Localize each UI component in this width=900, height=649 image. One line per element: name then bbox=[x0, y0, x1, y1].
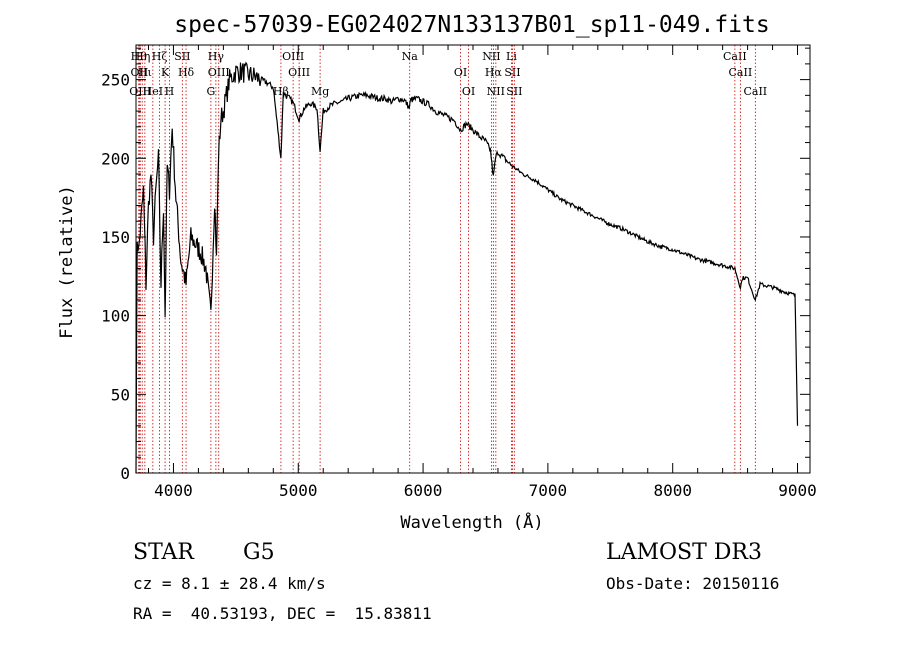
y-tick-label: 250 bbox=[101, 71, 130, 90]
line-marker-label: OII bbox=[131, 66, 149, 79]
y-axis-label: Flux (relative) bbox=[57, 185, 77, 339]
line-marker-label: Li bbox=[506, 50, 517, 63]
line-marker-label: SII bbox=[174, 50, 190, 63]
redshift-info: cz = 8.1 ± 28.4 km/s bbox=[133, 574, 326, 593]
coordinates: RA = 40.53193, DEC = 15.83811 bbox=[133, 604, 432, 623]
object-subclass: G5 bbox=[243, 540, 275, 565]
x-tick-label: 9000 bbox=[778, 481, 817, 500]
x-tick-label: 6000 bbox=[404, 481, 443, 500]
x-axis-label: Wavelength (Å) bbox=[400, 511, 543, 533]
line-marker-label: Hα bbox=[485, 66, 503, 79]
line-marker-label: CaII bbox=[743, 85, 767, 98]
plot-frame bbox=[135, 44, 811, 474]
line-marker-label: NII bbox=[482, 50, 500, 63]
line-marker-label: SII bbox=[504, 66, 520, 79]
y-tick-label: 150 bbox=[101, 228, 130, 247]
line-marker-label: OIII bbox=[282, 50, 304, 63]
line-marker-label: SII bbox=[506, 85, 522, 98]
line-marker-label: Hγ bbox=[208, 50, 225, 63]
object-class: STAR bbox=[133, 540, 194, 565]
y-tick-label: 50 bbox=[111, 385, 130, 404]
line-marker-label: Hη bbox=[134, 50, 150, 63]
line-markers: HθOIIOIIIHηHιHeIHζKHSIIHδGHγOIIIHβOIIIOI… bbox=[129, 45, 767, 473]
line-marker-label: Na bbox=[402, 50, 419, 63]
line-marker-label: Hθ bbox=[131, 50, 148, 63]
survey-name: LAMOST DR3 bbox=[606, 540, 762, 565]
y-axis: 0 50 100 150 200 250 bbox=[101, 47, 810, 483]
x-tick-label: 4000 bbox=[154, 481, 193, 500]
y-tick-label: 0 bbox=[120, 464, 130, 483]
x-tick-label: 5000 bbox=[279, 481, 318, 500]
observation-date: Obs-Date: 20150116 bbox=[606, 574, 780, 593]
line-marker-label: OI bbox=[462, 85, 475, 98]
line-marker-label: Hδ bbox=[178, 66, 195, 79]
x-tick-label: 8000 bbox=[653, 481, 692, 500]
line-marker-label: OIII bbox=[208, 66, 230, 79]
line-marker-label: K bbox=[161, 66, 170, 79]
line-marker-label: NII bbox=[487, 85, 505, 98]
y-tick-label: 200 bbox=[101, 149, 130, 168]
y-tick-label: 100 bbox=[101, 307, 130, 326]
x-axis: 4000 5000 6000 7000 8000 9000 bbox=[147, 45, 817, 500]
line-marker-label: G bbox=[206, 85, 215, 98]
x-tick-label: 7000 bbox=[529, 481, 568, 500]
line-marker-label: CaII bbox=[723, 50, 747, 63]
line-marker-label: OIII bbox=[129, 85, 151, 98]
line-marker-label: H bbox=[165, 85, 175, 98]
line-marker-label: Hι bbox=[138, 66, 152, 79]
line-marker-label: Hζ bbox=[152, 50, 168, 63]
line-marker-label: Mg bbox=[311, 85, 329, 98]
spectrum-line bbox=[135, 61, 799, 474]
line-marker-label: CaII bbox=[729, 66, 753, 79]
line-marker-label: HeI bbox=[143, 85, 163, 98]
chart-title: spec-57039-EG024027N133137B01_sp11-049.f… bbox=[174, 12, 769, 38]
line-marker-label: OI bbox=[454, 66, 467, 79]
line-marker-label: OIII bbox=[288, 66, 310, 79]
